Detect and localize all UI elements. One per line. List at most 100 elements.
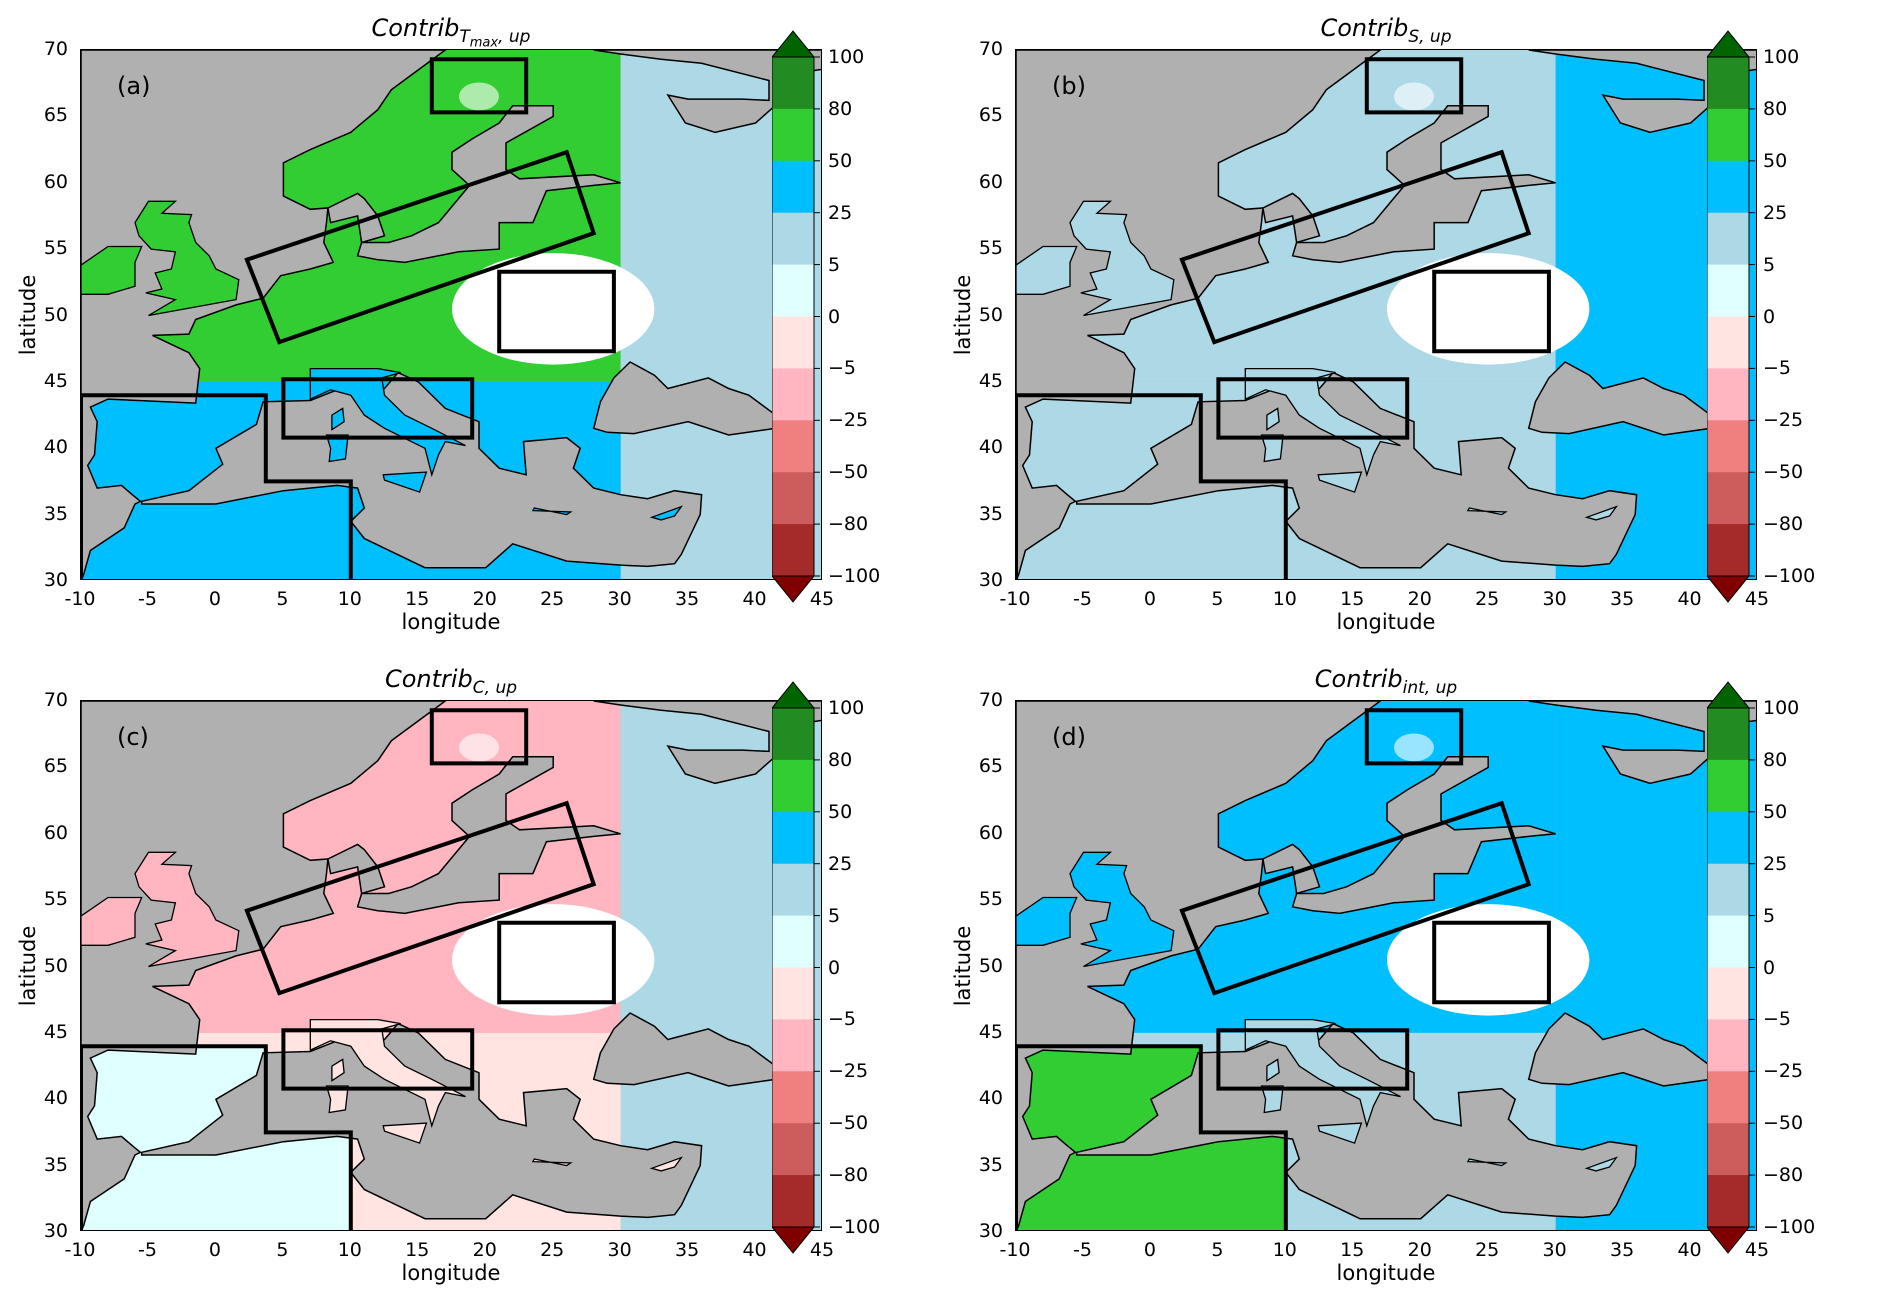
sea-atlantic — [81, 50, 447, 579]
map-plot — [1016, 701, 1756, 1230]
y-tick-label: 70 — [43, 38, 68, 60]
x-tick-label: 45 — [809, 588, 835, 610]
y-tick-label: 45 — [978, 369, 1003, 392]
study-region-box — [244, 800, 597, 996]
land-italy — [1244, 1018, 1401, 1129]
land-corsica — [331, 1058, 345, 1082]
y-tick-label: 55 — [43, 237, 68, 260]
panel-title: ContribS, up — [1015, 14, 1757, 47]
y-tick-label: 35 — [43, 1153, 68, 1176]
colorbar-bin — [1707, 967, 1749, 1020]
colorbar-tick-label: 25 — [828, 852, 853, 875]
x-tick-label: 0 — [208, 1239, 221, 1261]
colorbar-bin — [772, 420, 814, 473]
panel-label: (a) — [117, 72, 151, 100]
panel-label: (c) — [117, 723, 149, 751]
x-tick-label: 45 — [1744, 1239, 1770, 1261]
x-tick-label: 20 — [1407, 588, 1432, 610]
map-plot — [81, 701, 821, 1230]
y-tick-label: 30 — [43, 1220, 68, 1242]
x-tick-label: 5 — [1211, 588, 1224, 610]
y-tick-label: 55 — [978, 888, 1003, 911]
y-tick-label: 65 — [978, 755, 1003, 778]
study-region-box — [497, 920, 616, 1005]
panel-title: ContribTmax, up — [80, 14, 822, 50]
colorbar-tick-label: 50 — [1763, 800, 1788, 823]
colorbar-tick-label: −50 — [1763, 1112, 1804, 1135]
colorbar-tick-label: −50 — [828, 461, 869, 484]
study-region-box — [429, 708, 529, 766]
colorbar-tick-label: 100 — [828, 46, 865, 68]
colorbar-bin — [772, 811, 814, 865]
title-subscript: Tmax, up — [459, 26, 531, 50]
x-tick-label: 25 — [1475, 588, 1500, 610]
colorbar-tick-label: −100 — [828, 1216, 881, 1238]
x-tick-label: 10 — [1272, 588, 1297, 610]
sea-black-sea — [592, 361, 777, 436]
colorbar-tick-label: −5 — [828, 1008, 857, 1031]
title-base: Contrib — [371, 14, 460, 42]
x-tick-label: 10 — [1272, 1239, 1297, 1261]
colorbar-bin — [1707, 472, 1749, 525]
sea-skagerrak — [1262, 192, 1321, 244]
x-tick-label: -10 — [999, 1239, 1031, 1261]
y-tick-label: 45 — [978, 1020, 1003, 1043]
colorbar-scale — [1705, 681, 1755, 1254]
subscript-part: , up — [498, 26, 531, 47]
x-tick-label: -10 — [64, 588, 96, 610]
land-italy — [309, 367, 466, 478]
y-tick-label: 35 — [978, 502, 1003, 525]
study-region-box — [81, 393, 353, 579]
x-tick-label: 40 — [1677, 588, 1702, 610]
colorbar-bin — [772, 915, 814, 968]
x-axis-label: longitude — [1336, 610, 1436, 634]
title-base: Contrib — [384, 665, 473, 693]
x-tick-label: 5 — [276, 1239, 289, 1261]
y-tick-label: 50 — [978, 303, 1003, 326]
colorbar-bin — [1707, 160, 1749, 214]
y-tick-label: 60 — [43, 170, 68, 193]
colorbar-scale — [770, 30, 820, 603]
colorbar-bin — [1707, 264, 1749, 317]
colorbar-tick-label: 80 — [1763, 97, 1788, 120]
x-tick-label: 30 — [1542, 1239, 1567, 1261]
colorbar-extend-min — [770, 1226, 816, 1254]
y-tick-label: 60 — [978, 170, 1003, 193]
map-panel: ContribS, up (b) -10 -5 0 5 10 15 20 25 30 35 40 45 30… — [935, 0, 1892, 650]
land-sardinia — [1260, 1085, 1284, 1114]
colorbar-bin — [1707, 212, 1749, 266]
map-axes — [1015, 700, 1757, 1231]
missing-data-patch — [1387, 904, 1590, 1016]
panel-label: (d) — [1052, 723, 1086, 751]
colorbar-bin — [772, 108, 814, 162]
study-region-box — [1016, 1044, 1288, 1230]
x-tick-label: 15 — [1340, 588, 1365, 610]
colorbar-tick-label: −100 — [828, 565, 881, 587]
colorbar-tick-label: −50 — [828, 1112, 869, 1135]
land-great-britain — [134, 851, 240, 968]
x-tick-label: 45 — [1744, 588, 1770, 610]
colorbar-tick-label: 5 — [828, 253, 841, 276]
sea-atlantic — [81, 701, 447, 1230]
colorbar-bin — [1707, 915, 1749, 968]
study-region-box — [1216, 1028, 1410, 1091]
study-region-box — [1179, 149, 1532, 345]
map-plot — [81, 50, 821, 579]
colorbar-bin — [772, 264, 814, 317]
colorbar-tick-label: 50 — [1763, 149, 1788, 172]
map-panel: Contribint, up (d) -10 -5 0 5 10 15 20 25 30 35 40 45… — [935, 651, 1892, 1301]
land-ireland — [81, 896, 143, 946]
sea-black-sea — [592, 1012, 777, 1087]
colorbar-bin — [1707, 420, 1749, 473]
colorbar-bin — [1707, 524, 1749, 577]
y-tick-label: 40 — [43, 1087, 68, 1110]
colorbar-bin — [1707, 1175, 1749, 1228]
land-corsica — [1266, 407, 1280, 431]
y-tick-label: 50 — [978, 954, 1003, 977]
x-tick-label: 20 — [472, 1239, 497, 1261]
study-region-box — [81, 1044, 353, 1230]
x-tick-label: 45 — [809, 1239, 835, 1261]
land-cyprus — [649, 1156, 684, 1172]
x-tick-label: 10 — [337, 588, 362, 610]
land-crete — [1466, 507, 1508, 516]
